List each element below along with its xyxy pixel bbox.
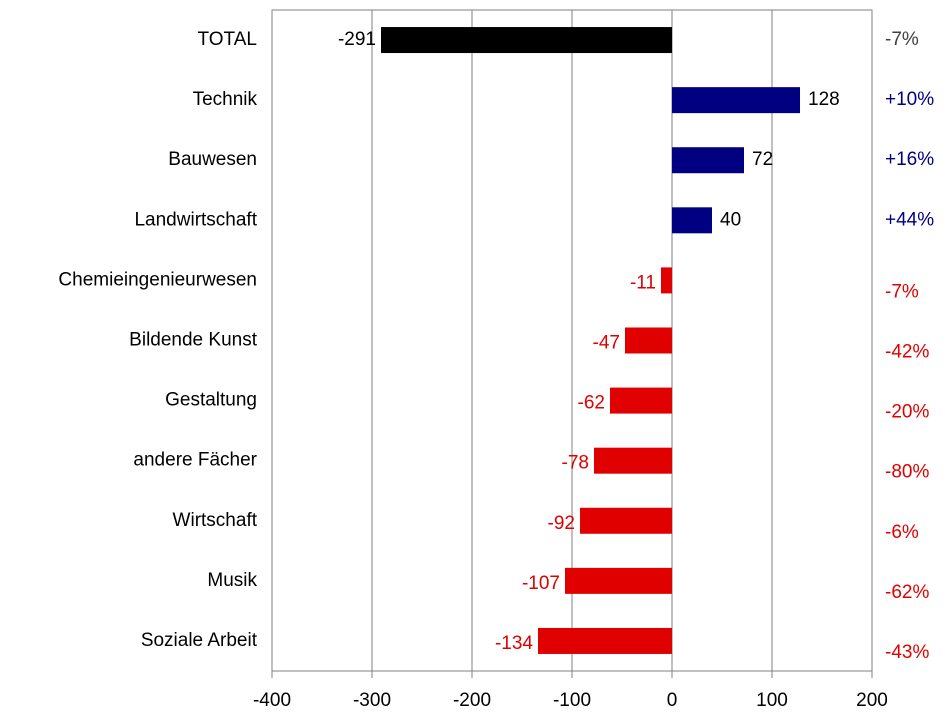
bar: [625, 327, 672, 354]
bar: [672, 207, 712, 234]
data-label: -291: [338, 29, 376, 50]
data-label: -62: [578, 393, 605, 414]
y-tick-label: Musik: [207, 570, 257, 591]
x-tick-label: 0: [667, 690, 678, 711]
bar: [565, 567, 672, 594]
percent-label: +44%: [885, 209, 934, 230]
x-tick-label: -200: [453, 690, 491, 711]
data-label: -78: [562, 453, 589, 474]
bar: [610, 387, 672, 414]
percent-label: -80%: [885, 462, 929, 483]
plot-frame: [271, 9, 873, 672]
percent-label: -6%: [885, 522, 919, 543]
percent-label: +10%: [885, 89, 934, 110]
bar: [594, 447, 672, 474]
x-tick-label: -100: [553, 690, 591, 711]
percent-label: -20%: [885, 402, 929, 423]
percent-label: -42%: [885, 342, 929, 363]
y-tick-label: Soziale Arbeit: [141, 630, 258, 651]
bar: [672, 87, 800, 114]
data-label: -47: [593, 333, 620, 354]
x-tick-label: -300: [353, 690, 391, 711]
y-tick-label: andere Fächer: [133, 450, 257, 471]
x-tick-label: -400: [253, 690, 291, 711]
data-label: -11: [630, 272, 656, 293]
percent-label: -7%: [885, 29, 919, 50]
data-label: -107: [522, 573, 560, 594]
y-tick-label: Chemieingenieurwesen: [58, 269, 257, 290]
x-tick-label: 100: [756, 690, 788, 711]
y-tick-label: Gestaltung: [165, 390, 257, 411]
y-tick-label: Technik: [193, 89, 258, 110]
bar: [661, 267, 672, 294]
percent-label: +16%: [885, 149, 934, 170]
data-label: -92: [548, 513, 575, 534]
bar: [580, 507, 672, 534]
y-tick-label: Bildende Kunst: [129, 330, 258, 351]
data-label: -134: [495, 633, 533, 654]
y-tick-label: Wirtschaft: [173, 510, 258, 531]
data-label: 40: [720, 209, 741, 230]
y-tick-label: Landwirtschaft: [134, 209, 257, 230]
bar: [672, 147, 744, 174]
bar: [381, 27, 672, 54]
data-label: 72: [752, 149, 773, 170]
x-tick-label: 200: [856, 690, 888, 711]
y-tick-label: Bauwesen: [168, 149, 257, 170]
percent-label: -62%: [885, 582, 929, 603]
bar: [538, 627, 672, 654]
data-label: 128: [808, 89, 840, 110]
y-tick-label: TOTAL: [198, 29, 257, 50]
percent-label: -43%: [885, 642, 929, 663]
percent-label: -7%: [885, 281, 919, 302]
